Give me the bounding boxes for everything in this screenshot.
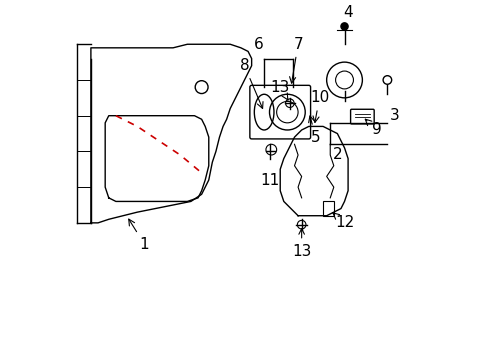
Text: 7: 7 bbox=[289, 37, 302, 83]
Text: 13: 13 bbox=[291, 244, 311, 259]
Text: 9: 9 bbox=[365, 119, 381, 138]
Text: 13: 13 bbox=[270, 80, 289, 100]
Bar bbox=[323, 202, 333, 216]
Text: 12: 12 bbox=[332, 212, 353, 230]
Text: 3: 3 bbox=[389, 108, 399, 123]
Text: 4: 4 bbox=[343, 5, 352, 19]
Text: 2: 2 bbox=[332, 148, 342, 162]
Text: 6: 6 bbox=[253, 37, 263, 52]
Text: 10: 10 bbox=[309, 90, 328, 122]
Circle shape bbox=[340, 23, 347, 30]
Text: 8: 8 bbox=[239, 58, 263, 108]
Text: 1: 1 bbox=[128, 219, 149, 252]
Text: 11: 11 bbox=[259, 172, 279, 188]
Text: 5: 5 bbox=[308, 116, 320, 145]
